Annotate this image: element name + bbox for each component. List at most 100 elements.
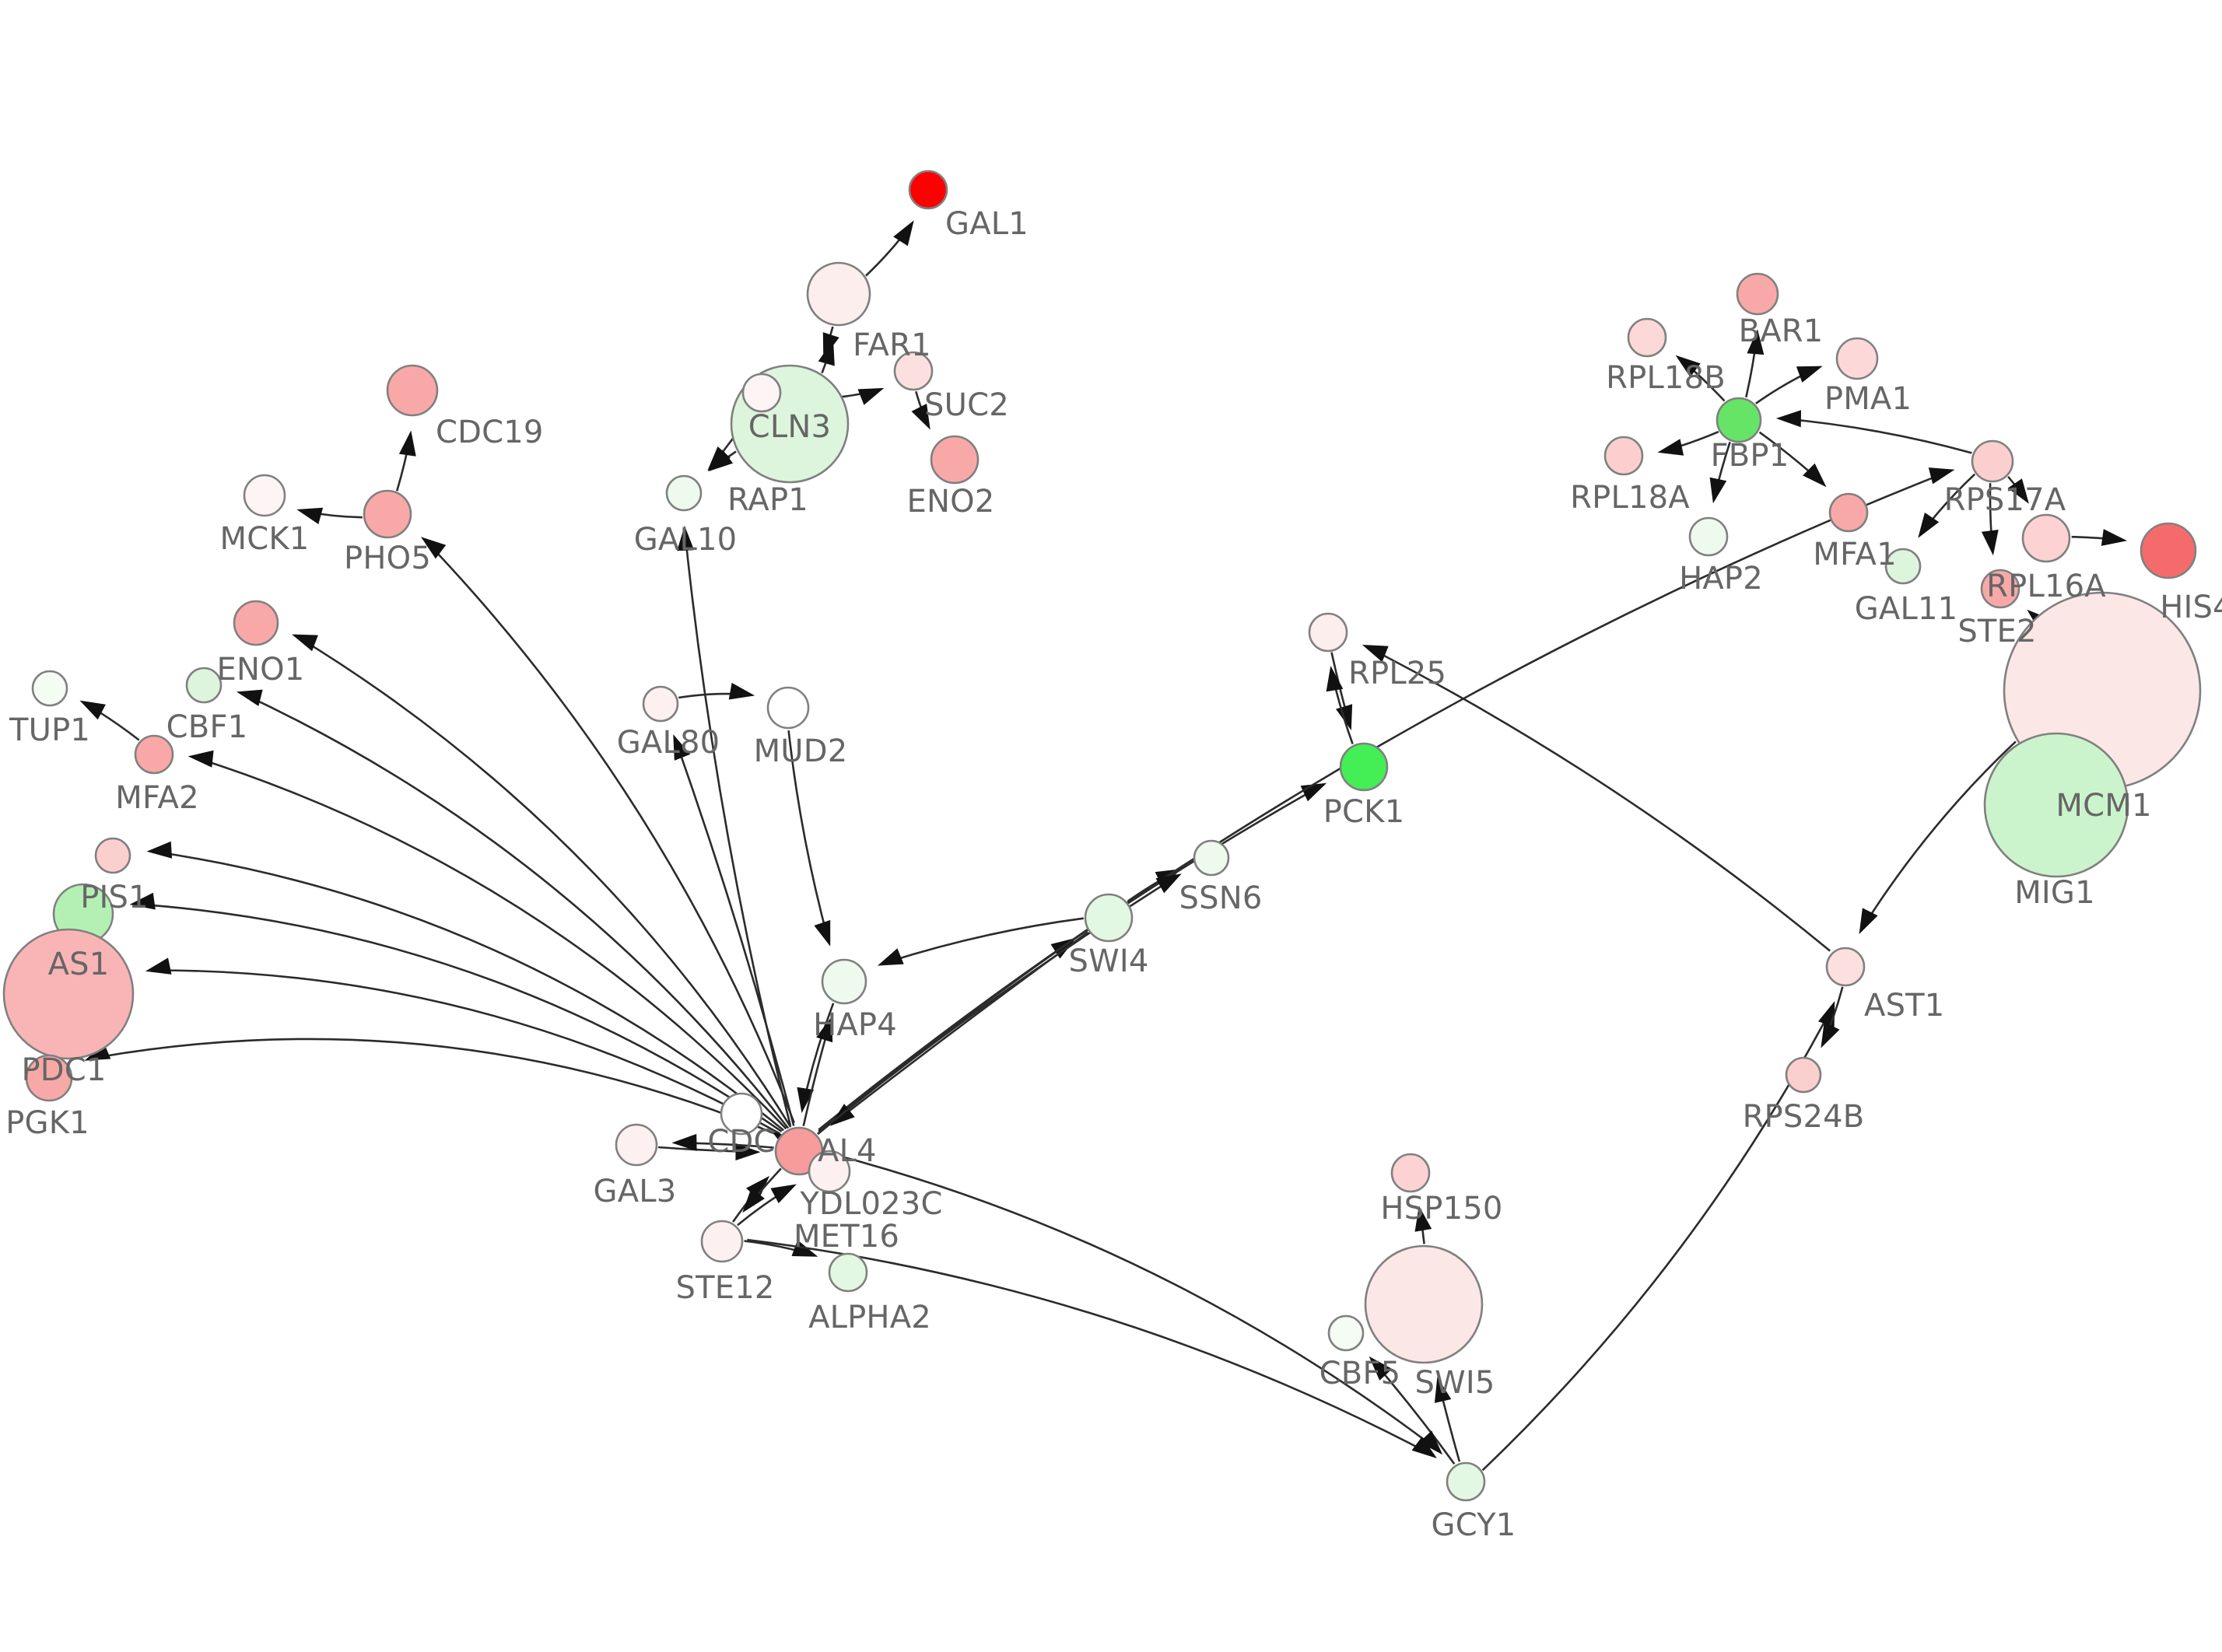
node-label-mfa2: MFA2 (115, 780, 198, 816)
edge (787, 730, 830, 943)
node-pck1[interactable] (1339, 742, 1389, 792)
node-mfa2[interactable] (134, 734, 174, 775)
edge-arrowhead (421, 537, 447, 559)
node-suc2[interactable] (893, 351, 934, 391)
edge (134, 902, 783, 1132)
node-far1[interactable] (806, 261, 871, 327)
node-rpl25[interactable] (1308, 612, 1348, 653)
node-label-eno1: ENO1 (217, 652, 305, 688)
node-mig1[interactable] (1983, 732, 2129, 878)
edge-arrowhead (146, 841, 173, 859)
edge-arrowhead (893, 220, 914, 247)
node-eno2[interactable] (930, 435, 980, 485)
edge-arrowhead (1821, 1022, 1840, 1048)
node-label-his4: HIS4 (2160, 590, 2222, 625)
node-ste12[interactable] (700, 1220, 744, 1263)
node-rps24b[interactable] (1785, 1056, 1822, 1094)
edge-arrowhead (1709, 477, 1727, 504)
edge (296, 635, 792, 1128)
node-label-suc2: SUC2 (924, 387, 1009, 423)
node-cdc19[interactable] (386, 364, 439, 417)
node-label-pdc1: PDC1 (21, 1052, 106, 1088)
edge-arrowhead (296, 507, 324, 524)
edge (423, 539, 795, 1123)
node-label-rps24b: RPS24B (1743, 1099, 1865, 1135)
edge (1780, 417, 1972, 454)
node-swi5[interactable] (1364, 1244, 1484, 1364)
node-label-cln3: CLN3 (748, 409, 831, 445)
node-gal11[interactable] (1884, 548, 1922, 585)
node-pma1[interactable] (1835, 337, 1879, 380)
edge-arrowhead (673, 734, 691, 761)
node-met16[interactable] (808, 1150, 851, 1193)
node-swi4[interactable] (1084, 893, 1134, 943)
node-mck1[interactable] (243, 474, 286, 517)
edge-arrowhead (1859, 908, 1878, 934)
node-eno1[interactable] (233, 600, 279, 646)
edge-arrowhead (2007, 478, 2029, 504)
edge-arrowhead (145, 957, 172, 975)
node-hap2[interactable] (1688, 516, 1729, 557)
edge-arrowhead (1918, 513, 1940, 538)
node-gal3[interactable] (615, 1123, 658, 1167)
node-label-rps17a: RPS17A (1944, 482, 2066, 518)
node-pgk1[interactable] (25, 1054, 73, 1102)
node-label-gas1: AS1 (48, 947, 110, 982)
edge-arrowhead (735, 1143, 761, 1160)
node-rpl16a[interactable] (2021, 513, 2071, 563)
edge-arrowhead (237, 689, 263, 706)
node-mfa1[interactable] (1828, 492, 1869, 533)
edge-arrowhead (770, 1184, 797, 1204)
node-fbp1[interactable] (1716, 397, 1762, 443)
node-gal10[interactable] (665, 474, 703, 512)
node-ste2[interactable] (1980, 569, 2020, 609)
edge-arrowhead (677, 525, 695, 551)
node-label-ste12: STE12 (676, 1270, 775, 1306)
edge-arrowhead (1675, 355, 1701, 377)
node-label-gal80: GAL80 (617, 725, 720, 761)
node-hsp150[interactable] (1390, 1153, 1431, 1193)
node-tup1[interactable] (31, 670, 68, 707)
node-gal80[interactable] (642, 685, 679, 723)
node-gcy1[interactable] (1446, 1461, 1486, 1502)
node-rps17a[interactable] (1971, 439, 2014, 483)
node-ast1[interactable] (1825, 947, 1866, 987)
node-gal1[interactable] (908, 170, 948, 210)
node-label-met16: MET16 (794, 1219, 899, 1255)
node-label-fbp1: FBP1 (1711, 438, 1789, 474)
node-hap4[interactable] (821, 958, 867, 1005)
node-label-rpl16a: RPL16A (1986, 569, 2106, 604)
node-bar1[interactable] (1736, 272, 1779, 316)
node-ssn6[interactable] (1193, 839, 1230, 877)
edge-arrowhead (398, 430, 416, 457)
node-pdc1[interactable] (2, 928, 135, 1060)
node-label-hap4: HAP4 (813, 1007, 897, 1043)
node-label-bar1: BAR1 (1739, 313, 1824, 349)
node-rap1[interactable] (741, 373, 782, 413)
node-cbf5[interactable] (1327, 1314, 1365, 1352)
edge-arrowhead (822, 332, 839, 359)
node-label-pck1: PCK1 (1323, 794, 1405, 830)
edge-arrowhead (707, 446, 731, 471)
node-label-rpl25: RPL25 (1348, 656, 1446, 691)
node-label-far1: FAR1 (853, 327, 931, 363)
node-alpha2[interactable] (828, 1252, 868, 1293)
node-pis1[interactable] (94, 837, 131, 874)
node-rpl18a[interactable] (1603, 436, 1644, 476)
edge-arrowhead (1411, 1437, 1437, 1458)
node-mud2[interactable] (766, 686, 810, 730)
node-label-cdc39: CDC (707, 1124, 775, 1160)
edge-arrowhead (814, 919, 831, 947)
node-label-gal10: GAL10 (634, 522, 738, 558)
node-pho5[interactable] (363, 489, 412, 539)
edge-arrowhead (1155, 873, 1182, 894)
node-label-ste2: STE2 (1957, 614, 2036, 649)
node-his4[interactable] (2140, 522, 2197, 579)
node-rpl18b[interactable] (1627, 317, 1667, 358)
node-cdc39[interactable] (720, 1092, 763, 1136)
edge (1860, 740, 2017, 931)
node-label-gal3: GAL3 (594, 1174, 677, 1209)
node-cbf1[interactable] (185, 667, 223, 704)
